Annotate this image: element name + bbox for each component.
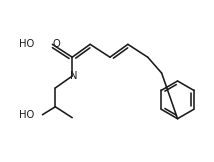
Text: HO: HO — [19, 110, 34, 120]
Text: O: O — [52, 39, 60, 49]
Text: N: N — [70, 71, 78, 81]
Text: HO: HO — [19, 39, 34, 49]
